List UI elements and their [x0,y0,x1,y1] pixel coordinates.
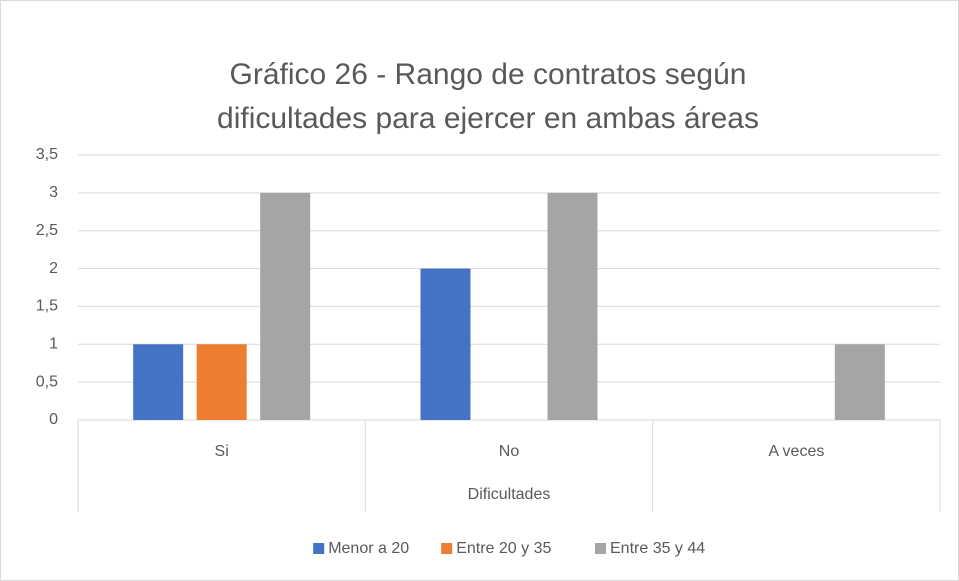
x-tick-label: Si [215,443,229,460]
legend-label: Entre 20 y 35 [456,540,551,557]
bar [420,268,471,420]
legend-swatch [313,543,325,554]
legend-swatch [595,543,606,554]
bar [834,344,885,420]
bar [547,192,598,420]
y-tick-label: 2,5 [36,222,58,239]
legend-swatch [441,543,453,554]
legend-label: Entre 35 y 44 [610,540,705,557]
bar [133,344,184,420]
y-tick-label: 3 [49,184,58,201]
legend-label: Menor a 20 [328,540,409,557]
chart-title: dificultades para ejercer en ambas áreas [217,102,759,135]
x-tick-label: No [499,443,520,460]
bar [196,344,247,420]
y-tick-label: 3,5 [36,146,58,163]
y-tick-label: 2 [49,260,58,277]
bar [260,192,311,420]
x-axis-title: Dificultades [468,486,551,503]
y-tick-label: 0,5 [36,373,58,390]
y-tick-label: 1,5 [36,298,58,315]
chart-title: Gráfico 26 - Rango de contratos según [230,58,747,91]
y-tick-label: 0 [49,411,58,428]
x-tick-label: A veces [768,443,824,460]
y-tick-label: 1 [49,336,58,353]
